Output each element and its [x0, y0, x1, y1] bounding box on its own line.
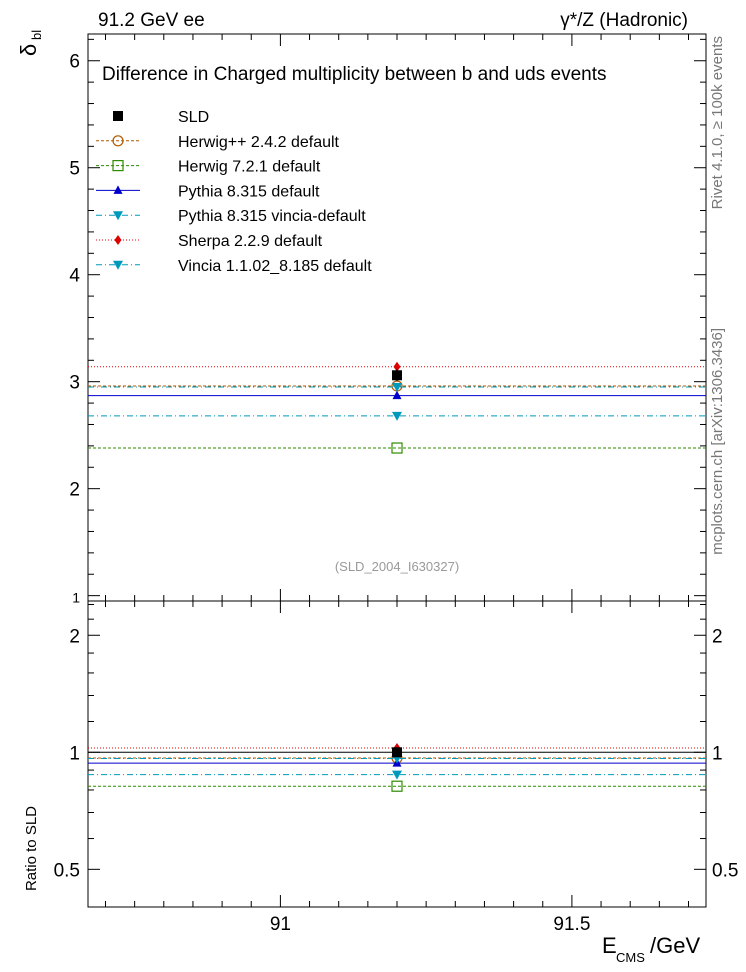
- legend-label-sherpa-2-2-9-default: Sherpa 2.2.9 default: [178, 233, 323, 250]
- legend-marker-sld: [113, 111, 123, 121]
- ratio-data-points: [88, 747, 706, 758]
- main-ylabel: δ bl: [16, 30, 44, 56]
- ratio-marker-pythia-8-315-vincia-default: [392, 770, 402, 780]
- legend-marker-herwig-2-4-2-default: [112, 135, 124, 147]
- main-ytick-label: 6: [69, 52, 80, 73]
- legend-marker-herwig-7-2-1-default: [112, 160, 124, 172]
- rivet-label: Rivet 4.1.0, ≥ 100k events: [709, 36, 726, 209]
- ratio-panel: 0.5 0.5 1 1 2 2 91 91.5 Ratio to SLD: [23, 600, 738, 935]
- series-marker-vincia-1-1-02-8-185-default: [392, 383, 402, 393]
- ratio-ylabel: Ratio to SLD: [23, 806, 40, 891]
- main-ytick-label: 4: [69, 266, 80, 287]
- legend-label-sld: SLD: [178, 109, 209, 126]
- ratio-ytick-label-right: 1: [712, 743, 723, 764]
- legend-marker-pythia-8-315-default: [113, 185, 123, 194]
- series-marker-pythia-8-315-vincia-default: [392, 411, 402, 421]
- legend-label-herwig-2-4-2-default: Herwig++ 2.4.2 default: [178, 134, 340, 151]
- series-marker-pythia-8-315-default: [392, 390, 402, 400]
- main-ytick-label: 1: [72, 590, 80, 606]
- main-ylabel-subscript: bl: [29, 30, 44, 40]
- main-axis-ticks: 1 2 3 4 5 6: [69, 34, 706, 606]
- mcplots-label: mcplots.cern.ch [arXiv:1306.3436]: [709, 328, 726, 555]
- main-series: [88, 361, 706, 454]
- ratio-marker-herwig-7-2-1-default: [391, 780, 403, 792]
- main-ytick-label: 5: [69, 159, 80, 180]
- ratio-ytick-label-left: 0.5: [54, 860, 80, 881]
- header-right-label: γ*/Z (Hadronic): [560, 10, 688, 31]
- ratio-ytick-label-right: 2: [712, 626, 723, 647]
- series-marker-sherpa-2-2-9-default: [393, 361, 401, 372]
- xlabel-subscript: CMS: [616, 950, 645, 965]
- legend: SLD Herwig++ 2.4.2 default Herwig 7.2.1 de…: [96, 109, 372, 275]
- legend-label-herwig-7-2-1-default: Herwig 7.2.1 default: [178, 159, 321, 176]
- legend-label-pythia-8-315-vincia-default: Pythia 8.315 vincia-default: [178, 208, 366, 225]
- legend-marker-sherpa-2-2-9-default: [114, 235, 122, 245]
- ratio-data-point-sld: [392, 747, 402, 758]
- xlabel-main: E: [602, 933, 617, 958]
- xtick-label: 91.5: [553, 914, 590, 935]
- main-panel: 1 2 3 4 5 6 Difference in Charged multiplicit…: [16, 30, 707, 606]
- ratio-ytick-label-right: 0.5: [712, 860, 738, 881]
- xlabel-unit: /GeV: [650, 933, 700, 958]
- xtick-label: 91: [270, 914, 291, 935]
- series-marker-herwig-7-2-1-default: [391, 442, 403, 454]
- legend-marker-pythia-8-315-vincia-default: [113, 211, 123, 221]
- legend-marker-vincia-1-1-02-8-185-default: [113, 260, 123, 270]
- main-ylabel-symbol: δ: [16, 44, 41, 56]
- chart-title: Difference in Charged multiplicity betwe…: [102, 64, 607, 85]
- main-ytick-label: 3: [69, 373, 80, 394]
- ratio-ytick-label-left: 2: [69, 626, 80, 647]
- ratio-axis-ticks: 0.5 0.5 1 1 2 2 91 91.5: [54, 601, 738, 935]
- ratio-ytick-label-left: 1: [69, 743, 80, 764]
- data-point-sld: [392, 370, 402, 381]
- main-ytick-label: 2: [69, 480, 80, 501]
- xaxis-label: E CMS /GeV: [602, 933, 700, 965]
- header-left-label: 91.2 GeV ee: [98, 10, 205, 31]
- main-data-points: [392, 369, 402, 382]
- analysis-watermark: (SLD_2004_I630327): [335, 559, 459, 574]
- legend-label-vincia-1-1-02-8-185-default: Vincia 1.1.02_8.185 default: [178, 258, 372, 275]
- legend-label-pythia-8-315-default: Pythia 8.315 default: [178, 183, 320, 200]
